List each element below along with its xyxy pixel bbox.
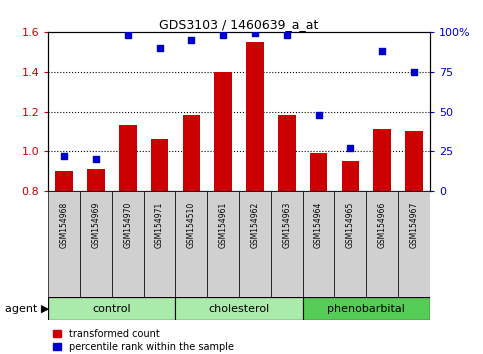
Bar bbox=[366, 191, 398, 297]
Text: GSM154961: GSM154961 bbox=[219, 202, 227, 248]
Bar bbox=[56, 171, 73, 191]
Text: cholesterol: cholesterol bbox=[209, 304, 270, 314]
Bar bbox=[303, 191, 335, 297]
Point bbox=[124, 32, 132, 38]
Bar bbox=[175, 191, 207, 297]
Bar bbox=[183, 115, 200, 191]
Bar bbox=[214, 72, 232, 191]
Point bbox=[251, 30, 259, 36]
Bar bbox=[278, 115, 296, 191]
Point bbox=[92, 156, 100, 162]
Point bbox=[283, 32, 291, 38]
Point bbox=[410, 69, 418, 75]
Bar bbox=[112, 191, 144, 297]
Bar bbox=[87, 169, 105, 191]
Text: GSM154969: GSM154969 bbox=[91, 202, 100, 248]
Title: GDS3103 / 1460639_a_at: GDS3103 / 1460639_a_at bbox=[159, 18, 319, 31]
Legend: transformed count, percentile rank within the sample: transformed count, percentile rank withi… bbox=[53, 329, 234, 352]
Point bbox=[156, 45, 163, 51]
Text: GSM154964: GSM154964 bbox=[314, 202, 323, 248]
Bar bbox=[151, 139, 169, 191]
Text: GSM154966: GSM154966 bbox=[378, 202, 387, 248]
Bar bbox=[271, 191, 303, 297]
Text: control: control bbox=[93, 304, 131, 314]
Text: GSM154967: GSM154967 bbox=[410, 202, 418, 248]
Text: GSM154965: GSM154965 bbox=[346, 202, 355, 248]
Bar bbox=[48, 297, 175, 320]
Point bbox=[219, 32, 227, 38]
Point bbox=[187, 37, 195, 42]
Text: phenobarbital: phenobarbital bbox=[327, 304, 405, 314]
Bar bbox=[239, 191, 271, 297]
Bar bbox=[207, 191, 239, 297]
Bar bbox=[144, 191, 175, 297]
Bar bbox=[398, 191, 430, 297]
Text: GSM154962: GSM154962 bbox=[251, 202, 259, 248]
Text: GSM154510: GSM154510 bbox=[187, 202, 196, 248]
Text: GSM154968: GSM154968 bbox=[60, 202, 69, 248]
Text: agent ▶: agent ▶ bbox=[5, 304, 49, 314]
Bar bbox=[373, 130, 391, 191]
Bar bbox=[405, 131, 423, 191]
Point bbox=[346, 145, 354, 151]
Bar bbox=[303, 297, 430, 320]
Bar bbox=[119, 125, 137, 191]
Bar bbox=[48, 191, 80, 297]
Bar bbox=[310, 153, 327, 191]
Bar bbox=[246, 42, 264, 191]
Bar bbox=[335, 191, 366, 297]
Point bbox=[60, 153, 68, 159]
Text: GSM154971: GSM154971 bbox=[155, 202, 164, 248]
Text: GSM154963: GSM154963 bbox=[282, 202, 291, 248]
Bar bbox=[175, 297, 303, 320]
Point bbox=[315, 112, 323, 118]
Text: GSM154970: GSM154970 bbox=[123, 202, 132, 248]
Bar bbox=[341, 161, 359, 191]
Bar bbox=[80, 191, 112, 297]
Point bbox=[378, 48, 386, 54]
